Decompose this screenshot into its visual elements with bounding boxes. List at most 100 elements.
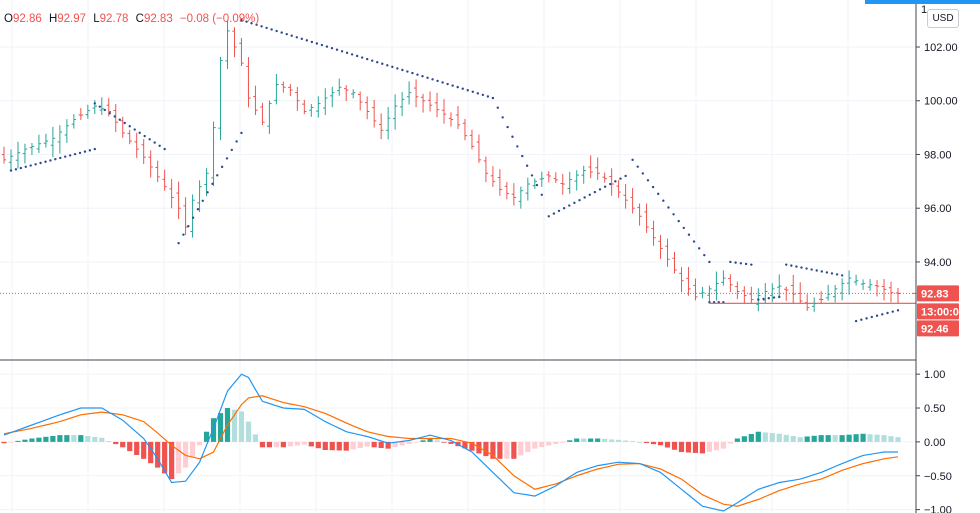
price-axis[interactable]: 94.00 96.00 98.00 100.00 102.00 1 1.00 0.50 0.00… — [916, 4, 958, 513]
histogram-bar — [8, 441, 14, 443]
price-candle — [874, 279, 880, 297]
sar-dot — [496, 106, 499, 109]
histogram-bar — [818, 435, 824, 442]
price-candle — [588, 155, 593, 179]
price-candle — [190, 194, 195, 238]
price-candle — [749, 286, 754, 304]
sar-dot — [891, 310, 894, 313]
sar-dot — [609, 182, 612, 186]
histogram-bar — [602, 438, 608, 442]
sar-dot — [93, 147, 96, 151]
histogram-bar — [350, 441, 356, 450]
sar-dot — [641, 172, 645, 175]
price-candle — [581, 165, 586, 184]
sar-dot — [182, 233, 185, 236]
sar-dot — [29, 164, 32, 167]
histogram-bar — [113, 441, 119, 445]
price-candle — [490, 166, 496, 187]
price-candle — [427, 91, 433, 112]
price-tick-label: 102.00 — [924, 42, 958, 54]
histogram-bar — [643, 441, 650, 444]
sar-dot — [687, 233, 691, 236]
price-lines — [0, 292, 916, 304]
sar-dot — [451, 84, 454, 87]
price-candle — [406, 81, 412, 105]
sar-dot — [371, 59, 374, 62]
price-candle — [71, 114, 77, 129]
histogram-bar — [203, 431, 210, 442]
price-candle — [895, 287, 901, 304]
histogram-bar — [699, 441, 706, 454]
sar-dot — [235, 140, 238, 143]
price-candle — [658, 234, 663, 259]
price-tick-label-partial: 1 — [921, 4, 927, 16]
sar-dot — [886, 311, 889, 315]
histogram-bar — [413, 441, 419, 443]
histogram-bar — [245, 421, 252, 442]
price-candle — [57, 125, 63, 154]
sar-dot — [196, 208, 200, 211]
price-candle — [777, 274, 782, 299]
price-candle — [274, 73, 279, 105]
histogram-bar — [238, 411, 245, 442]
sar-dot — [340, 50, 344, 53]
price-candle — [232, 27, 237, 58]
sar-dot — [265, 26, 268, 30]
histogram-bar — [217, 413, 224, 442]
sar-dot — [805, 267, 808, 270]
sar-dot — [562, 207, 566, 210]
sar-dot — [651, 185, 655, 189]
sar-dot — [875, 314, 879, 317]
histogram-bar — [427, 438, 433, 442]
price-candle — [155, 160, 160, 183]
sar-dot — [365, 57, 369, 61]
price-candle — [860, 279, 866, 290]
price-candle — [8, 149, 14, 170]
histogram-bar — [127, 441, 133, 452]
sar-dot — [501, 116, 504, 119]
histogram-bar — [322, 441, 328, 451]
histogram-bar — [22, 439, 28, 442]
sar-dot — [187, 224, 190, 228]
histogram-bar — [609, 439, 615, 442]
currency-button[interactable]: USD — [927, 9, 959, 28]
sar-dot — [148, 138, 151, 141]
histogram-bar — [518, 441, 524, 456]
sar-dot — [411, 71, 414, 75]
histogram-bar — [664, 441, 671, 448]
sar-dot — [240, 131, 243, 135]
price-candle — [183, 197, 188, 235]
histogram-bar — [741, 436, 747, 442]
ohlc-legend: O92.86 H92.97 L92.78 C92.83 −0.08 (−0.09… — [4, 13, 259, 25]
sar-dot — [646, 179, 650, 182]
price-candle — [511, 183, 517, 206]
price-candle — [651, 220, 656, 246]
histogram-bar — [469, 441, 475, 451]
sar-dot — [795, 265, 798, 268]
histogram-bar — [329, 441, 335, 451]
sar-dot — [68, 154, 72, 157]
sar-dot — [476, 92, 480, 95]
histogram-bar — [574, 438, 580, 442]
histogram-bar — [832, 435, 838, 442]
histogram-bar — [64, 435, 70, 442]
sar-dot — [446, 82, 449, 86]
sar-dot — [295, 36, 298, 39]
histogram-bar — [616, 439, 622, 442]
price-candle — [825, 284, 831, 301]
price-candle — [364, 96, 370, 120]
sar-dot — [103, 108, 106, 112]
histogram-bar — [776, 433, 782, 442]
sar-dot — [177, 241, 180, 245]
sar-dot — [511, 135, 514, 138]
last-price-label: 92.83 — [917, 285, 959, 302]
histogram-bar — [846, 434, 852, 442]
histogram-bar — [364, 441, 370, 447]
histogram-bar — [259, 441, 266, 448]
low-label: L — [93, 13, 100, 25]
histogram-bar — [50, 435, 56, 442]
sar-dot — [785, 263, 788, 266]
price-candle — [832, 284, 838, 303]
price-candle — [791, 274, 796, 304]
